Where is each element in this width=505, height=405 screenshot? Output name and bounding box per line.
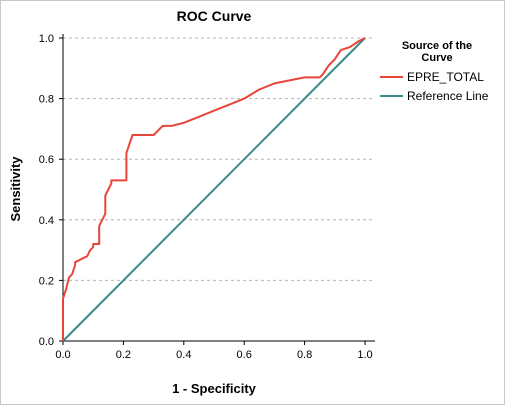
axes [62, 34, 375, 342]
y-tick-label: 0.4 [39, 215, 54, 227]
y-tick-label: 0.0 [39, 336, 54, 348]
x-tick-label: 0.2 [116, 349, 131, 361]
legend-title-line-2: Curve [421, 52, 452, 64]
x-ticks: 0.0 0.2 0.4 0.6 0.8 1.0 [55, 341, 373, 361]
gridlines [63, 37, 375, 281]
x-tick-label: 1.0 [357, 349, 372, 361]
x-tick-label: 0.4 [176, 349, 191, 361]
y-tick-label: 1.0 [39, 33, 54, 45]
chart-title: ROC Curve [177, 8, 252, 24]
y-tick-label: 0.6 [39, 154, 54, 166]
x-tick-label: 0.6 [237, 349, 252, 361]
y-tick-label: 0.2 [39, 275, 54, 287]
y-ticks: 0.0 0.2 0.4 0.6 0.8 1.0 [39, 33, 63, 348]
y-axis-title: Sensitivity [8, 156, 23, 222]
x-tick-label: 0.8 [297, 349, 312, 361]
legend-label-epre-total: EPRE_TOTAL [407, 70, 484, 84]
legend-label-reference-line: Reference Line [407, 89, 489, 103]
series-lines [62, 37, 366, 342]
series-line-reference-line [62, 37, 366, 342]
y-tick-label: 0.8 [39, 94, 54, 106]
x-axis-title: 1 - Specificity [172, 381, 257, 396]
series-line-epre-total [62, 37, 366, 341]
legend: Source of the Curve EPRE_TOTAL Reference… [380, 40, 489, 103]
x-tick-label: 0.0 [55, 349, 70, 361]
legend-title-line-1: Source of the [402, 40, 472, 52]
